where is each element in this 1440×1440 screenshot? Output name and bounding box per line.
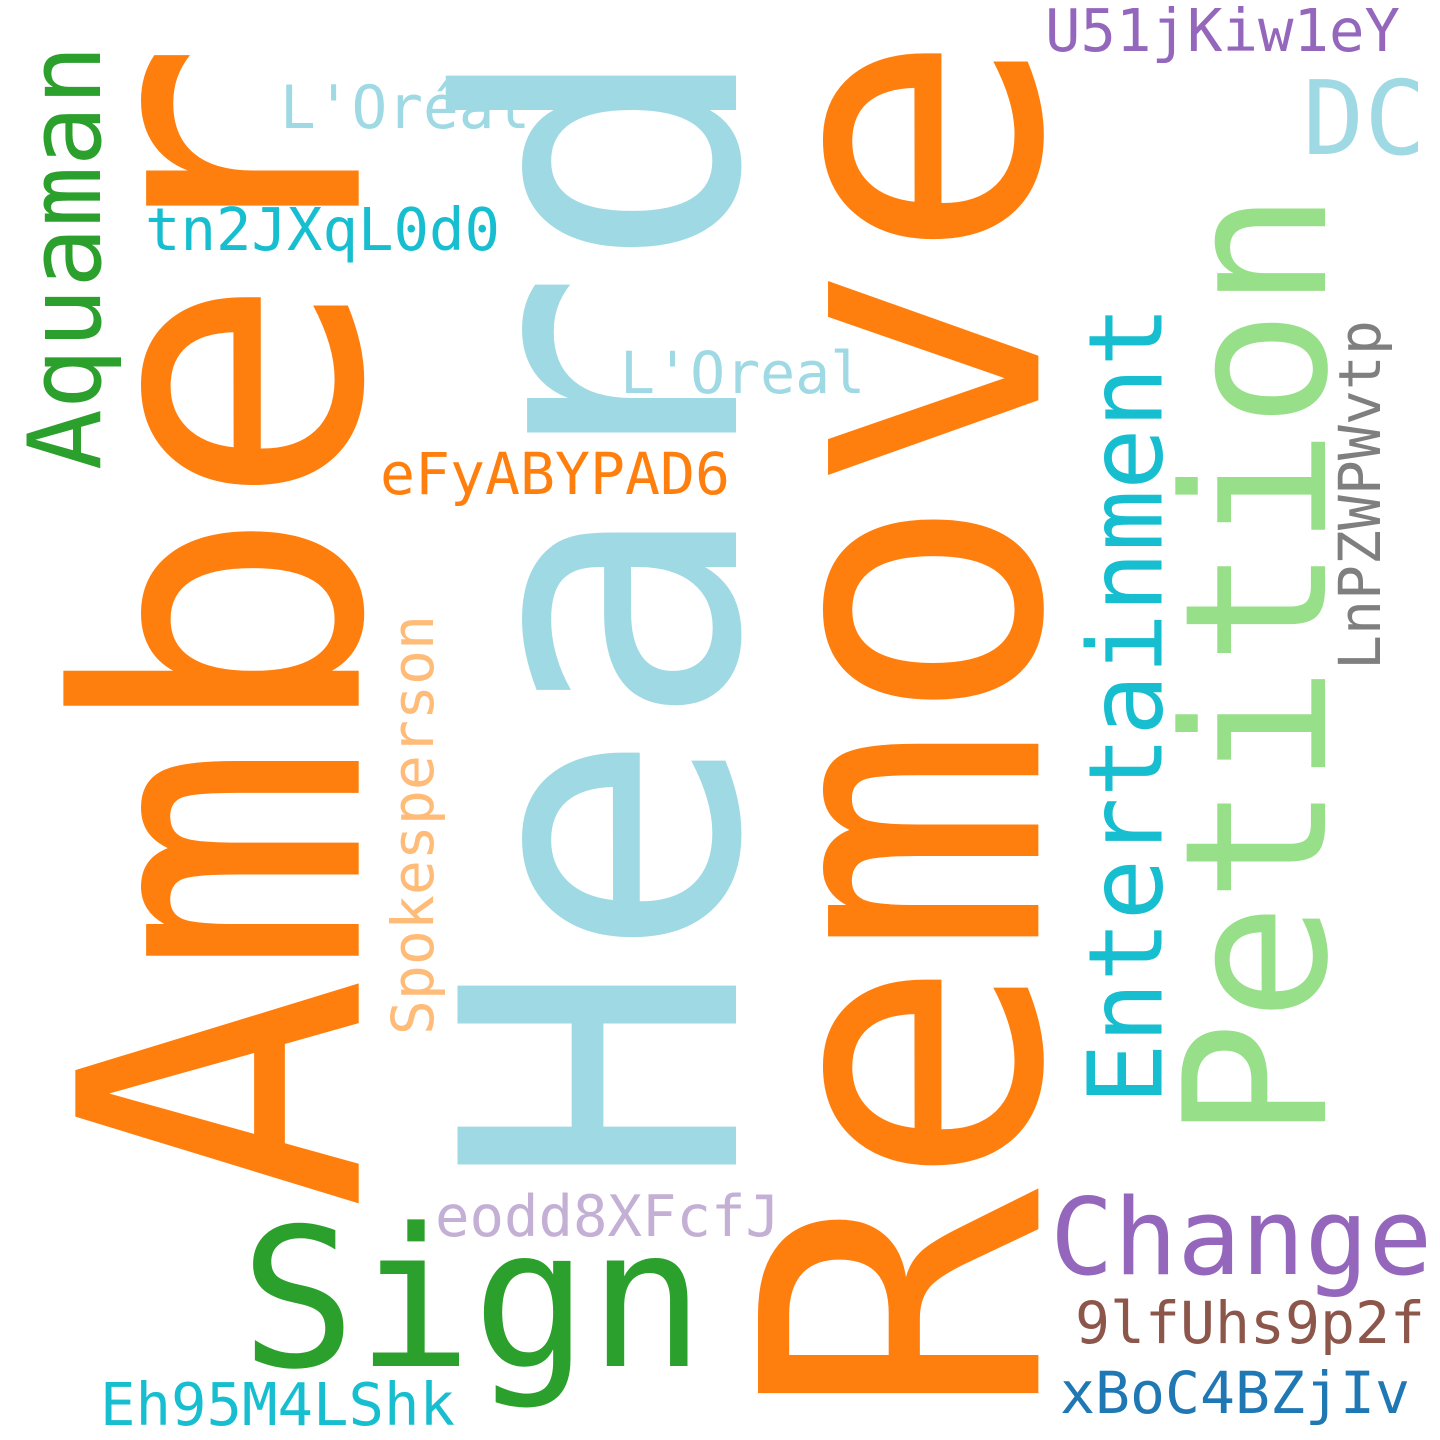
word-9lfuhs9p2f: 9lfUhs9p2f [1075,1288,1425,1357]
word-eodd8xfcfj: eodd8XFcfJ [435,1182,780,1250]
word-loreal: L'Oreal [620,339,866,407]
word-aquaman: Aquaman [5,44,124,471]
word-dc: DC [1302,59,1426,179]
word-loreal-accent: L'Oréal [280,74,531,143]
word-entertainment: Entertainment [1067,305,1187,1105]
word-xboc4bzjiv: xBoC4BZjIv [1060,1358,1410,1427]
word-u51jkiw1ey: U51jKiw1eY [1045,0,1401,65]
word-sign: Sign [240,1186,705,1412]
word-tn2jxql0d0: tn2JXqL0d0 [145,194,501,264]
word-spokesperson: Spokesperson [378,615,447,1036]
word-eh95m4lshk: Eh95M4LShk [100,1369,456,1439]
word-lnpzwpwvtp: LnPZWPWvtp [1325,320,1394,671]
word-change: Change [1050,1175,1433,1299]
word-efyabypad6: eFyABYPAD6 [380,440,730,508]
